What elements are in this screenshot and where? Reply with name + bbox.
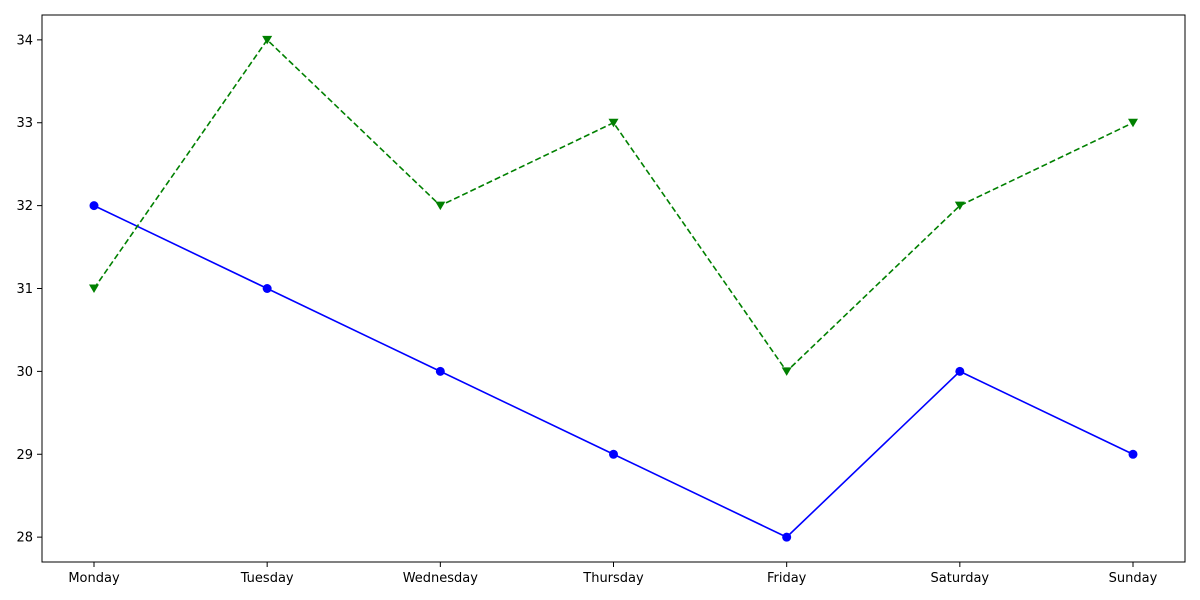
series-2-point bbox=[781, 367, 792, 376]
y-tick-label: 34 bbox=[16, 33, 33, 48]
x-axis: Monday Tuesday Wednesday Thursday Friday Satu… bbox=[68, 562, 1158, 586]
x-tick-label: Wednesday bbox=[403, 571, 479, 586]
y-tick-label: 31 bbox=[16, 282, 33, 297]
x-tick-label: Friday bbox=[767, 571, 807, 586]
series-1-point bbox=[1128, 449, 1138, 459]
series-1-point bbox=[609, 449, 618, 459]
x-tick-label: Sunday bbox=[1109, 571, 1158, 586]
x-tick-label: Thursday bbox=[582, 571, 644, 586]
series-1 bbox=[89, 201, 1138, 542]
series-1-line bbox=[93, 204, 1134, 539]
series-2-point bbox=[1128, 118, 1138, 128]
series-1-point bbox=[435, 366, 445, 376]
series-2 bbox=[89, 35, 1138, 376]
series-2-point bbox=[954, 201, 965, 211]
y-tick-label: 30 bbox=[16, 365, 33, 380]
y-tick-label: 28 bbox=[16, 531, 33, 546]
x-tick-label: Saturday bbox=[931, 571, 990, 586]
series-2-point bbox=[262, 35, 273, 45]
y-tick-label: 29 bbox=[16, 448, 33, 463]
series-2-point bbox=[89, 284, 99, 293]
series-2-point bbox=[608, 118, 619, 128]
series-1-point bbox=[782, 532, 792, 542]
y-tick-label: 32 bbox=[16, 199, 33, 214]
series-layer bbox=[89, 35, 1138, 542]
x-tick-label: Monday bbox=[68, 571, 120, 586]
series-1-point bbox=[89, 201, 99, 211]
series-1-point bbox=[955, 366, 965, 376]
series-1-point bbox=[262, 284, 272, 293]
plot-frame bbox=[41, 14, 1186, 563]
y-tick-label: 33 bbox=[16, 116, 33, 131]
x-tick-label: Tuesday bbox=[240, 571, 294, 586]
y-axis: 28 29 30 31 32 33 34 bbox=[16, 33, 42, 546]
series-2-line bbox=[93, 38, 1134, 373]
series-2-point bbox=[435, 201, 446, 211]
